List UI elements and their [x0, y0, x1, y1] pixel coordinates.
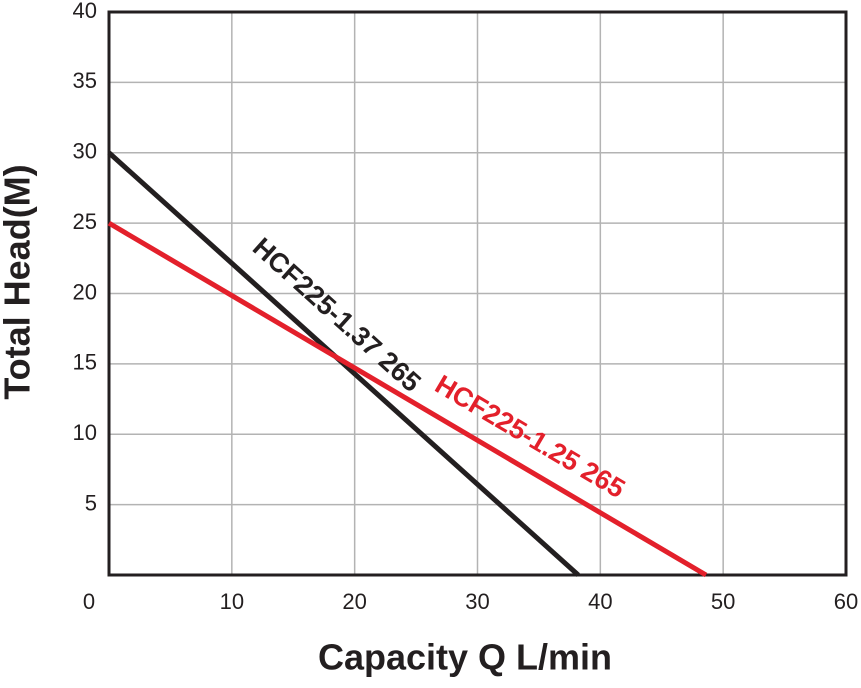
x-tick-label: 50: [711, 589, 735, 614]
x-tick-label: 10: [220, 589, 244, 614]
y-tick-label: 20: [73, 279, 97, 304]
x-tick-label: 30: [465, 589, 489, 614]
y-tick-label: 5: [85, 490, 97, 515]
y-tick-label: 25: [73, 209, 97, 234]
y-tick-label: 35: [73, 68, 97, 93]
series-label: HCF225-1.37 265: [247, 232, 427, 398]
y-axis-title: Total Head(M): [0, 164, 38, 399]
y-tick-label: 15: [73, 350, 97, 375]
y-tick-label: 40: [73, 0, 97, 23]
x-tick-label: 60: [834, 589, 858, 614]
x-tick-label: 40: [588, 589, 612, 614]
x-tick-label: 20: [342, 589, 366, 614]
x-tick-label: 0: [83, 589, 95, 614]
plot-frame: [107, 10, 848, 577]
y-tick-label: 30: [73, 139, 97, 164]
y-tick-label: 10: [73, 420, 97, 445]
x-axis-title: Capacity Q L/min: [318, 637, 612, 678]
line: [107, 220, 708, 578]
